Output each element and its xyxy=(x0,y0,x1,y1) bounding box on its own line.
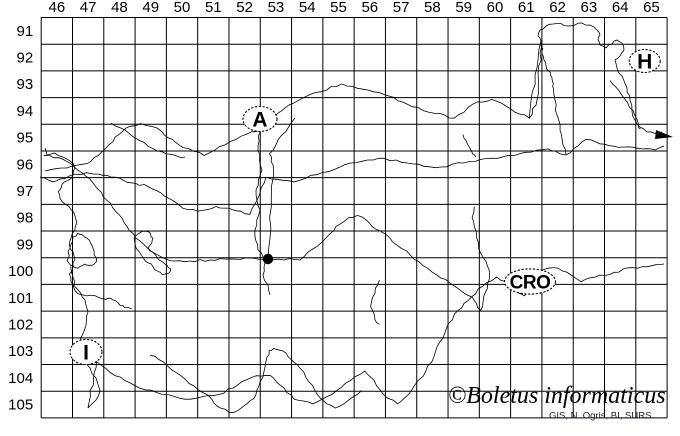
svg-text:57: 57 xyxy=(393,0,410,16)
svg-text:63: 63 xyxy=(581,0,598,16)
svg-text:96: 96 xyxy=(17,156,34,173)
svg-text:54: 54 xyxy=(299,0,316,16)
svg-text:52: 52 xyxy=(236,0,253,16)
svg-text:62: 62 xyxy=(549,0,566,16)
svg-text:104: 104 xyxy=(8,370,33,387)
svg-text:101: 101 xyxy=(8,290,33,307)
svg-text:©Boletus informaticus: ©Boletus informaticus xyxy=(448,383,666,409)
svg-text:47: 47 xyxy=(80,0,97,16)
svg-text:60: 60 xyxy=(487,0,504,16)
svg-text:A: A xyxy=(252,109,267,132)
svg-text:99: 99 xyxy=(17,236,34,253)
svg-text:55: 55 xyxy=(330,0,347,16)
svg-text:98: 98 xyxy=(17,210,34,227)
svg-text:61: 61 xyxy=(518,0,535,16)
svg-text:46: 46 xyxy=(49,0,66,16)
svg-text:102: 102 xyxy=(8,316,33,333)
svg-text:103: 103 xyxy=(8,343,33,360)
svg-text:I: I xyxy=(83,342,89,365)
svg-text:51: 51 xyxy=(205,0,222,16)
svg-text:94: 94 xyxy=(17,103,34,120)
svg-text:64: 64 xyxy=(612,0,629,16)
svg-text:53: 53 xyxy=(268,0,285,16)
svg-text:59: 59 xyxy=(455,0,472,16)
svg-text:50: 50 xyxy=(174,0,191,16)
svg-text:91: 91 xyxy=(17,23,34,40)
svg-text:65: 65 xyxy=(643,0,660,16)
svg-text:H: H xyxy=(637,51,652,74)
svg-text:105: 105 xyxy=(8,397,33,414)
svg-text:97: 97 xyxy=(17,183,34,200)
svg-text:GIS, N. Ogris, BI, SURS: GIS, N. Ogris, BI, SURS xyxy=(549,411,651,422)
svg-text:CRO: CRO xyxy=(510,273,551,294)
svg-text:100: 100 xyxy=(8,263,33,280)
svg-text:93: 93 xyxy=(17,76,34,93)
svg-text:95: 95 xyxy=(17,130,34,147)
svg-text:92: 92 xyxy=(17,50,34,67)
svg-text:48: 48 xyxy=(111,0,128,16)
svg-text:58: 58 xyxy=(424,0,441,16)
svg-text:49: 49 xyxy=(142,0,159,16)
svg-text:56: 56 xyxy=(361,0,378,16)
